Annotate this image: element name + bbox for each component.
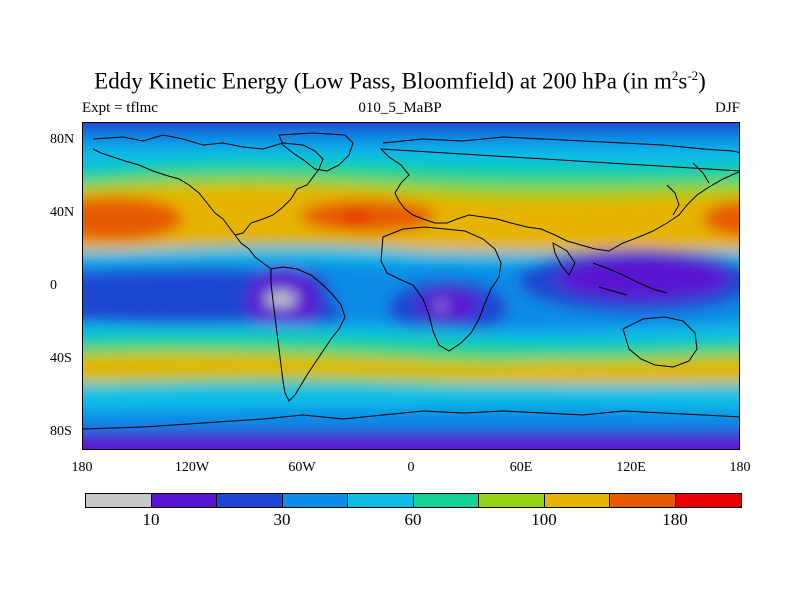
colorbar-swatch-5 (413, 494, 479, 507)
colorbar-label-10: 10 (142, 510, 160, 529)
lon-label-0: 0 (407, 460, 415, 475)
lon-label-60w: 60W (288, 460, 316, 475)
coastline-india (552, 242, 576, 276)
eddy-field (83, 123, 739, 449)
south-high-lat-blue (83, 406, 739, 435)
lat-label-40s: 40S (50, 351, 72, 366)
colorbar-label-30: 30 (273, 510, 291, 529)
map-plot (82, 122, 740, 450)
jet-max-red (341, 214, 369, 224)
plot-title-main: Eddy Kinetic Energy (Low Pass, Bloomfiel… (94, 68, 672, 94)
coastline-greenland (278, 132, 354, 172)
colorbar (85, 493, 742, 508)
colorbar-label-180: 180 (662, 510, 688, 529)
coastline-se-asia (592, 262, 668, 296)
coastline-south-america (270, 266, 346, 402)
south-jet-indian (483, 363, 623, 379)
lon-label-120e: 120E (616, 460, 646, 475)
plot-title-close: ) (698, 68, 706, 94)
colorbar-swatch-7 (544, 494, 610, 507)
coastline-north-america (92, 134, 324, 236)
jet-core-pacific-east (703, 201, 739, 237)
lat-label-0: 0 (50, 278, 57, 293)
subtitle-right: DJF (714, 100, 740, 116)
coastline-australia (622, 316, 698, 368)
minimum-eastpacific (83, 285, 128, 317)
coastline-africa (380, 226, 502, 352)
colorbar-swatch-6 (479, 494, 545, 507)
polar-north-band (83, 123, 739, 133)
south-polar-cap (83, 437, 739, 449)
coastline-east-asia-islands (666, 162, 710, 216)
colorbar-swatch-1 (151, 494, 217, 507)
jet-core-pacific-west (83, 197, 183, 241)
minimum-indopacific (555, 256, 731, 300)
plot-title-exp1: 2 (671, 68, 679, 83)
plot-title-mid: s (678, 68, 688, 94)
colorbar-swatch-3 (282, 494, 348, 507)
jet-secondary-asia (523, 218, 603, 238)
jet-core-atlantic (300, 200, 436, 232)
colorbar-swatch-8 (610, 494, 676, 507)
subtitle-center: 010_5_MaBP (358, 100, 442, 116)
minimum-americas-inner (265, 291, 297, 307)
subtitle-left: Expt = tflmc (82, 100, 158, 116)
colorbar-swatch-4 (348, 494, 414, 507)
colorbar-swatch-0 (86, 494, 152, 507)
lat-label-80s: 80S (50, 424, 72, 439)
minimum-africa-inner (437, 303, 445, 309)
lon-label-180w: 180 (71, 460, 93, 475)
lon-label-180e: 180 (729, 460, 751, 475)
plot-title-exp2: -2 (687, 68, 699, 83)
coastline-eurasia (379, 136, 739, 252)
map-svg (83, 123, 739, 449)
colorbar-swatch-9 (675, 494, 741, 507)
colorbar-label-60: 60 (404, 510, 422, 529)
plot-title: Eddy Kinetic Energy (Low Pass, Bloomfiel… (0, 68, 800, 95)
colorbar-label-100: 100 (531, 510, 557, 529)
lon-label-120w: 120W (174, 460, 210, 475)
lon-label-60e: 60E (509, 460, 533, 475)
lat-label-40n: 40N (50, 205, 75, 220)
colorbar-swatch-2 (217, 494, 283, 507)
lat-label-80n: 80N (50, 132, 75, 147)
coastlines (83, 132, 739, 430)
minimum-africa (416, 289, 480, 321)
coastline-antarctica (83, 410, 739, 430)
coastline-central-america (234, 234, 272, 270)
